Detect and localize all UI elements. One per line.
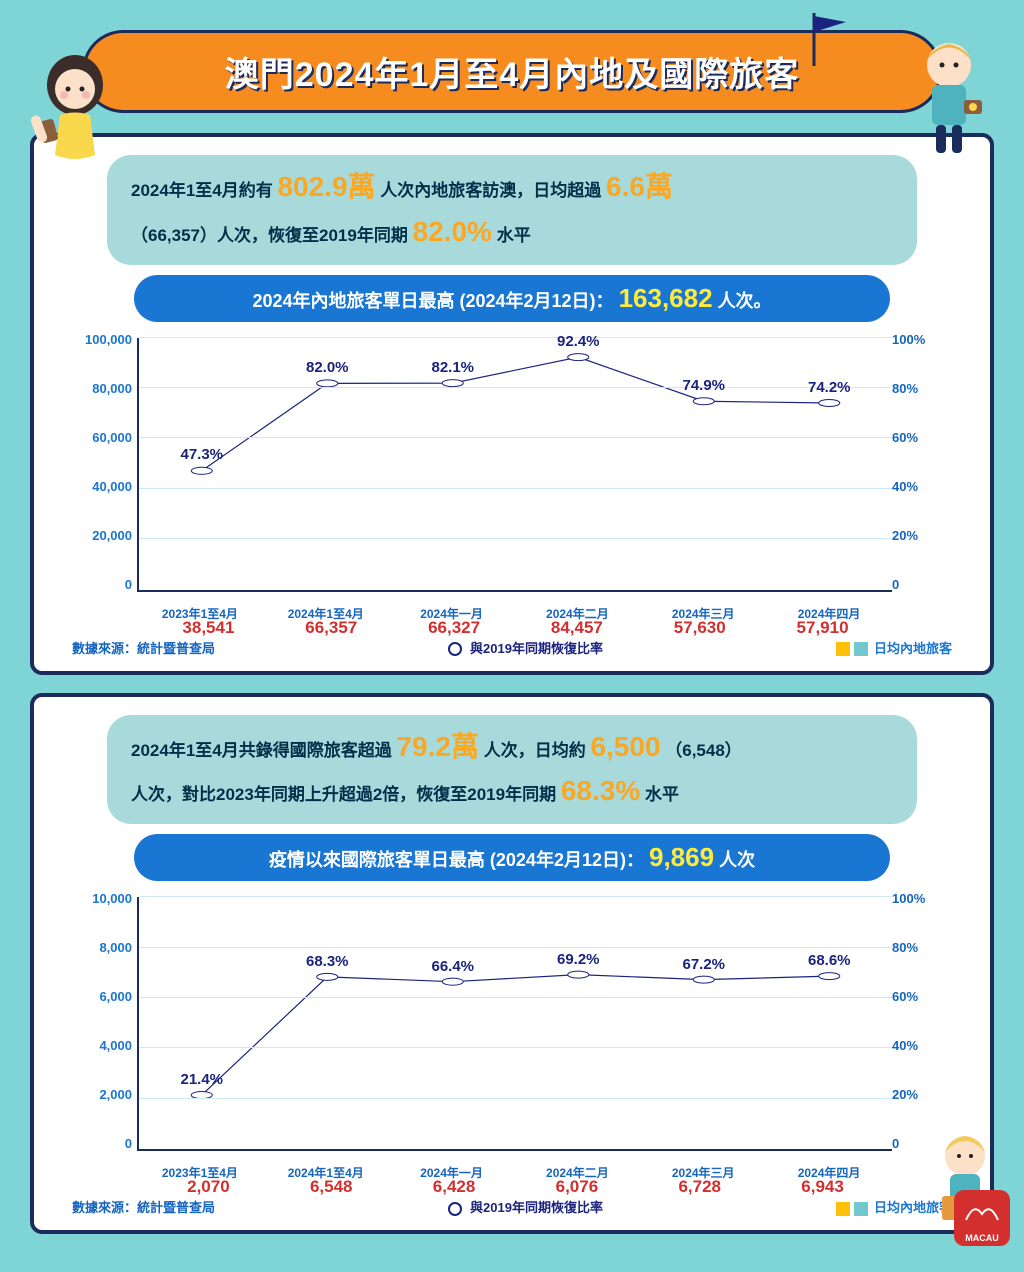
line-point-label: 67.2% — [682, 956, 725, 973]
page-title: 澳門2024年1月至4月內地及國際旅客 — [125, 47, 899, 96]
line-point-label: 66.4% — [431, 958, 474, 975]
summary-bubble-1: 2024年1至4月約有 802.9萬 人次內地旅客訪澳，日均超過 6.6萬 （6… — [107, 155, 917, 265]
line-point-label: 69.2% — [557, 951, 600, 968]
girl-illustration — [20, 45, 130, 165]
line-point-label: 68.3% — [306, 953, 349, 970]
line-point-label: 74.9% — [682, 377, 725, 394]
legend-line-1: 與2019年同期恢復比率 — [448, 638, 603, 657]
panel-international: 2024年1至4月共錄得國際旅客超過 79.2萬 人次，日均約 6,500 （6… — [30, 693, 994, 1235]
peak-banner-2: 疫情以來國際旅客單日最高 (2024年2月12日)： 9,869 人次 — [134, 834, 890, 881]
line-point-label: 74.2% — [808, 379, 851, 396]
chart-international: 02,0004,0006,0008,00010,000 020%40%60%80… — [72, 891, 952, 1191]
line-point-label: 21.4% — [180, 1071, 223, 1088]
legend-row-1: 數據來源：統計暨普查局 與2019年同期恢復比率 日均內地旅客 — [62, 638, 962, 657]
chart-mainland: 020,00040,00060,00080,000100,000 020%40%… — [72, 332, 952, 632]
legend-line-2: 與2019年同期恢復比率 — [448, 1197, 603, 1216]
data-source-1: 數據來源：統計暨普查局 — [72, 638, 215, 657]
y-axis-right-1: 020%40%60%80%100% — [892, 332, 952, 592]
legend-bar-1: 日均內地旅客 — [836, 638, 952, 657]
y-axis-left-1: 020,00040,00060,00080,000100,000 — [72, 332, 132, 592]
summary-bubble-2: 2024年1至4月共錄得國際旅客超過 79.2萬 人次，日均約 6,500 （6… — [107, 715, 917, 825]
data-source-2: 數據來源：統計暨普查局 — [72, 1197, 215, 1216]
line-point-label: 82.0% — [306, 359, 349, 376]
panel-mainland: 2024年1至4月約有 802.9萬 人次內地旅客訪澳，日均超過 6.6萬 （6… — [30, 133, 994, 675]
boy-illustration — [894, 30, 1004, 160]
peak-banner-1: 2024年內地旅客單日最高 (2024年2月12日)： 163,682 人次。 — [134, 275, 890, 322]
line-point-label: 82.1% — [431, 359, 474, 376]
line-point-label: 47.3% — [180, 447, 223, 464]
x-axis-labels-2: 2023年1至4月2024年1至4月2024年一月2024年二月2024年三月2… — [137, 1164, 892, 1181]
line-point-label: 92.4% — [557, 333, 600, 350]
x-axis-labels-1: 2023年1至4月2024年1至4月2024年一月2024年二月2024年三月2… — [137, 605, 892, 622]
y-axis-right-2: 020%40%60%80%100% — [892, 891, 952, 1151]
line-point-label: 68.6% — [808, 953, 851, 970]
legend-row-2: 數據來源：統計暨普查局 與2019年同期恢復比率 日均內地旅客 — [62, 1197, 962, 1216]
macau-logo: MACAU — [954, 1190, 1010, 1246]
y-axis-left-2: 02,0004,0006,0008,00010,000 — [72, 891, 132, 1151]
flag-icon — [804, 8, 854, 68]
